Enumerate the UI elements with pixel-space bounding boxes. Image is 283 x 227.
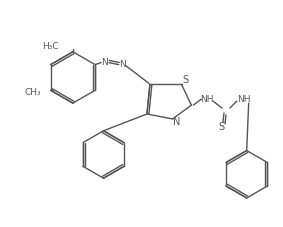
Text: NH: NH [237,95,250,104]
Text: S: S [218,122,224,132]
Text: N: N [173,117,180,127]
Text: CH₃: CH₃ [24,88,41,97]
Text: H₃C: H₃C [42,42,59,51]
Text: S: S [182,75,188,85]
Text: N: N [119,60,126,69]
Text: NH: NH [200,95,214,104]
Text: N: N [102,58,108,67]
